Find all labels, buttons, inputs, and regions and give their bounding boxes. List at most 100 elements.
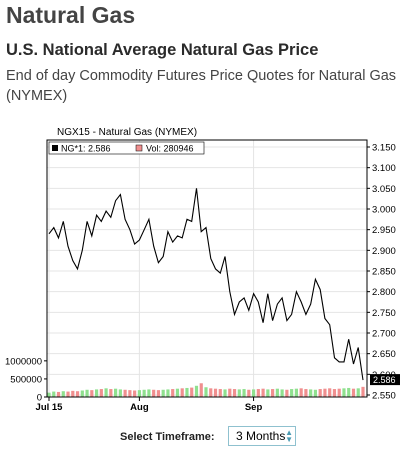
price-chart: 3.150 3.100 3.050 3.000 2.950 2.900 2.850 2.800… <box>5 139 400 413</box>
legend-price-swatch <box>52 145 58 151</box>
volume-bar <box>114 388 118 397</box>
volume-bar <box>337 388 341 397</box>
price-tick-label: 2.650 <box>372 349 396 360</box>
volume-bar <box>123 389 127 397</box>
volume-bar <box>318 389 322 397</box>
page-title: Natural Gas <box>6 2 136 28</box>
volume-bar <box>66 391 70 397</box>
price-axis: 3.150 3.100 3.050 3.000 2.950 2.900 2.850 2.800… <box>367 143 396 402</box>
volume-bar <box>261 388 265 397</box>
page-subtitle: U.S. National Average Natural Gas Price <box>6 41 319 59</box>
volume-bar <box>342 388 346 397</box>
volume-bar <box>347 387 351 397</box>
volume-bar <box>171 389 175 397</box>
last-price-label: 2.586 <box>373 375 396 385</box>
legend-price-label: NG*1: 2.586 <box>61 144 111 154</box>
volume-bar <box>247 389 251 397</box>
volume-bar <box>118 389 122 397</box>
volume-bar <box>271 389 275 397</box>
volume-bar <box>204 387 208 397</box>
x-tick-label: Sep <box>245 402 263 413</box>
price-tick-label: 2.750 <box>372 308 396 319</box>
price-tick-label: 3.150 <box>372 143 396 154</box>
volume-bar <box>280 389 284 397</box>
volume-bar <box>228 388 232 397</box>
x-axis: Jul 15 Aug Sep <box>36 397 263 413</box>
volume-bar <box>290 389 294 397</box>
price-tick-label: 3.050 <box>372 184 396 195</box>
price-tick-label: 3.000 <box>372 205 396 216</box>
timeframe-selected-value: 3 Months <box>236 429 286 443</box>
page-description: End of day Commodity Futures Price Quote… <box>6 68 397 104</box>
volume-bar <box>332 389 337 397</box>
volume-bar <box>285 389 289 397</box>
price-tick-label: 2.850 <box>372 267 396 278</box>
chart-title: NGX15 - Natural Gas (NYMEX) <box>57 127 198 138</box>
volume-bar <box>194 385 199 397</box>
volume-bar <box>218 389 222 397</box>
volume-bar <box>175 388 180 397</box>
volume-bar <box>328 388 332 397</box>
volume-bar <box>223 389 227 397</box>
volume-bar <box>161 389 165 397</box>
volume-bar <box>251 389 256 397</box>
price-tick-label: 2.950 <box>372 225 396 236</box>
volume-bar <box>56 391 61 397</box>
price-tick-label: 3.100 <box>372 163 396 174</box>
volume-bar <box>356 388 360 397</box>
updown-arrows-icon: ▲ ▼ <box>285 428 293 444</box>
price-line <box>48 188 364 381</box>
chart-frame <box>46 139 368 398</box>
price-tick-label: 2.800 <box>372 287 396 298</box>
volume-bar <box>90 390 94 397</box>
volume-bar <box>142 389 146 397</box>
chart-grid <box>47 140 367 397</box>
volume-bar <box>104 388 108 397</box>
timeframe-label: Select Timeframe: <box>120 431 215 443</box>
chart-legend: NG*1: 2.586 Vol: 280946 <box>48 141 205 155</box>
volume-tick-label: 1000000 <box>5 356 42 367</box>
volume-bar <box>304 389 308 397</box>
volume-bar <box>166 389 170 397</box>
volume-bar <box>52 391 56 397</box>
volume-bar <box>137 390 141 397</box>
volume-bar <box>128 390 132 397</box>
volume-bar <box>232 389 237 397</box>
volume-bar <box>213 388 218 397</box>
volume-bar <box>294 388 298 397</box>
volume-bar <box>80 390 84 397</box>
volume-bar <box>275 388 279 397</box>
volume-bar <box>190 387 194 397</box>
volume-bar <box>199 383 203 397</box>
volume-bar <box>99 389 103 397</box>
price-tick-label: 2.700 <box>372 329 396 340</box>
legend-volume-swatch <box>135 144 143 152</box>
volume-bar <box>47 392 51 397</box>
x-tick-label: Jul 15 <box>36 402 64 413</box>
price-tick-label: 2.900 <box>372 246 396 257</box>
last-price-marker: 2.586 <box>370 374 400 386</box>
volume-bar <box>94 389 99 397</box>
volume-bar <box>133 390 137 397</box>
volume-bar <box>156 390 161 397</box>
volume-bar <box>309 389 313 397</box>
volume-tick-label: 0 <box>37 393 42 404</box>
volume-bar <box>299 388 303 397</box>
volume-tick-label: 500000 <box>10 374 42 385</box>
x-tick-label: Aug <box>130 402 149 413</box>
volume-bar <box>266 389 270 397</box>
volume-bar <box>237 389 241 397</box>
volume-bar <box>180 388 184 397</box>
volume-bar <box>109 389 113 397</box>
volume-bar <box>323 388 327 397</box>
volume-axis: 1000000 500000 0 <box>5 356 47 404</box>
price-tick-label: 2.550 <box>372 391 396 402</box>
timeframe-select[interactable]: 3 Months ▲ ▼ <box>228 426 296 446</box>
volume-bar <box>351 388 356 397</box>
volume-bar <box>185 387 189 397</box>
volume-bar <box>85 389 89 397</box>
volume-bar <box>71 390 75 397</box>
volume-bar <box>256 389 260 397</box>
volume-bar <box>313 389 318 397</box>
volume-bar <box>361 386 365 397</box>
